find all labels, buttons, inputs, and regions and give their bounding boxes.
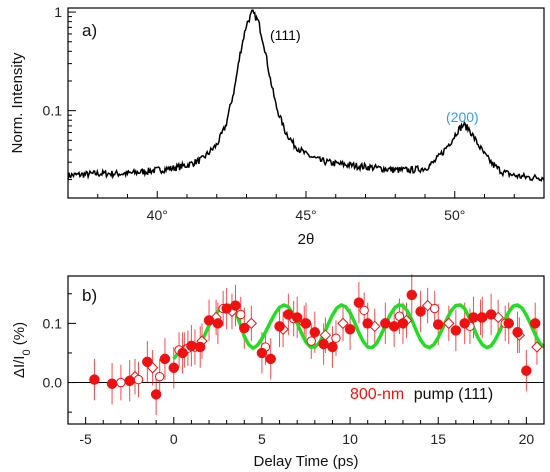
panel-b-x-ticks: -5 0 5 10 15 20 <box>79 417 534 447</box>
x-tick-label: -5 <box>79 431 92 447</box>
y-tick-label: 0.0 <box>43 375 63 391</box>
filled-point <box>397 318 409 329</box>
filled-point <box>291 312 303 323</box>
ylabel-main: ΔI/I <box>11 356 28 379</box>
panel-a-label: a) <box>82 21 97 40</box>
filled-point <box>432 319 444 330</box>
filled-point <box>327 341 338 353</box>
filled-point <box>212 318 224 329</box>
filled-point <box>300 318 312 329</box>
filled-point <box>186 340 197 352</box>
open-circle-point <box>154 371 165 382</box>
peak-label-111: (111) <box>270 27 301 43</box>
diamond-point <box>443 317 455 330</box>
open-circle-point <box>331 333 341 343</box>
filled-point <box>106 378 118 389</box>
diamond-point <box>531 341 543 353</box>
open-circle-point <box>359 305 369 316</box>
ylabel-subscript: 0 <box>21 349 33 355</box>
filled-point <box>344 324 356 335</box>
x-tick-label: 5 <box>258 431 266 447</box>
open-circle-point <box>116 377 126 388</box>
filled-point <box>283 309 294 320</box>
y-tick-label: 0.1 <box>43 103 63 119</box>
panel-a-x-ticks: 40° 45° 50° <box>97 191 515 223</box>
filled-point <box>168 362 180 374</box>
filled-point <box>89 374 100 385</box>
filled-point <box>353 297 365 308</box>
filled-point <box>468 312 479 323</box>
panel-b-y-ticks: 0.0 0.1 <box>43 293 76 413</box>
filled-point <box>256 347 268 359</box>
filled-point <box>362 318 373 329</box>
panel-b-y-axis-title: ΔI/I0 (%) <box>11 322 33 378</box>
diamond-point <box>337 317 349 330</box>
filled-point <box>529 318 541 329</box>
filled-point <box>230 300 241 311</box>
filled-point <box>265 353 276 365</box>
panel-a-xrd: 40° 45° 50° 10.1 a) (111) (200) 2θ Norm. I… <box>9 4 545 248</box>
filled-point <box>159 353 171 365</box>
open-circle-point <box>133 374 144 385</box>
filled-point <box>142 356 153 368</box>
panel-a-y-axis-title: Norm. Intensity <box>9 52 26 153</box>
filled-point <box>512 326 523 338</box>
peak-label-200: (200) <box>446 109 479 125</box>
filled-point <box>239 322 250 334</box>
filled-point <box>485 309 497 320</box>
xrd-trace-line <box>67 9 545 182</box>
open-circle-point <box>429 303 440 314</box>
filled-point <box>406 289 418 301</box>
pump-annotation: 800-nm pump (111) <box>350 386 493 403</box>
filled-point <box>380 318 391 329</box>
y-tick-label: 0.1 <box>43 315 63 331</box>
x-tick-label: 15 <box>430 431 446 447</box>
panel-b-x-axis-title: Delay Time (ps) <box>253 453 358 470</box>
panel-b-frame <box>67 275 545 425</box>
panel-a-y-ticks: 10.1 <box>43 4 76 181</box>
filled-point <box>124 375 135 387</box>
pump-rest-text: pump (111) <box>414 386 493 403</box>
y-tick-label: 1 <box>54 4 62 20</box>
open-circle-point <box>306 336 316 346</box>
panel-b-delay: -5 0 5 10 15 20 0.0 0.1 b) 800-nm pump (111) D… <box>11 274 546 470</box>
filled-point <box>221 303 232 314</box>
panel-b-label: b) <box>82 286 97 305</box>
panel-a-x-axis-title: 2θ <box>298 231 315 248</box>
x-tick-label: 45° <box>295 207 316 223</box>
x-tick-label: 40° <box>147 207 168 223</box>
filled-point <box>150 389 162 400</box>
pump-wavelength-text: 800-nm <box>350 386 404 403</box>
filled-point <box>521 365 532 376</box>
filled-point <box>318 338 329 350</box>
filled-circle-series <box>89 289 541 400</box>
filled-point <box>459 318 470 329</box>
filled-point <box>177 347 188 359</box>
filled-point <box>477 312 488 323</box>
x-tick-label: 10 <box>342 431 358 447</box>
panel-a-frame <box>67 7 545 199</box>
filled-point <box>503 318 514 329</box>
x-tick-label: 50° <box>444 207 465 223</box>
x-tick-label: 20 <box>519 431 535 447</box>
filled-point <box>274 321 285 332</box>
open-circle-point <box>236 309 246 320</box>
ylabel-unit: (%) <box>11 322 28 350</box>
filled-point <box>450 325 462 336</box>
filled-point <box>309 326 321 338</box>
filled-point <box>388 321 400 332</box>
filled-point <box>203 315 215 326</box>
x-tick-label: 0 <box>170 431 178 447</box>
filled-point <box>415 306 426 317</box>
filled-point <box>194 341 206 353</box>
